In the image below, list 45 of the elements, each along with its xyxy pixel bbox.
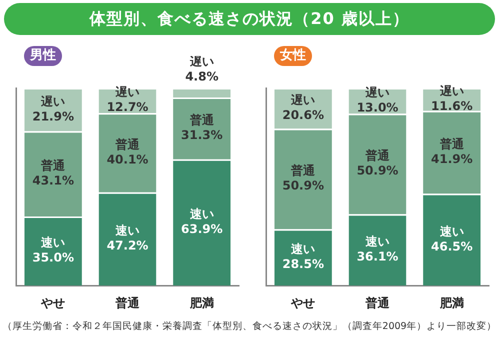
text: （厚生労働省：令和２年国民健康・栄養調査「体型別、食べる速さの状況」（調査年2009年）より一部改変）	[1, 320, 498, 333]
data-label: 31.3%	[181, 128, 223, 142]
data-label: 35.0%	[32, 250, 74, 265]
data-label: 20.6%	[282, 108, 324, 122]
data-label: 47.2%	[106, 238, 148, 253]
data-label: 63.9%	[181, 222, 223, 236]
x-tick-label: 普通	[114, 296, 140, 310]
data-label: 28.5%	[282, 257, 324, 272]
chart-subtitle: 男性	[24, 46, 62, 66]
x-tick-label: 肥満	[438, 296, 464, 310]
x-tick-label: やせ	[40, 296, 66, 310]
text: 普通	[291, 164, 316, 178]
data-label: 40.1%	[106, 152, 148, 166]
data-label: 36.1%	[356, 250, 398, 264]
chart-subtitle: 女性	[274, 46, 312, 66]
text: 速い	[190, 207, 214, 222]
series-label: 普通	[364, 148, 390, 163]
text: 遅い	[366, 85, 390, 100]
data-label: 50.9%	[282, 178, 324, 193]
data-label: 4.8%	[185, 70, 218, 84]
text: 遅い	[41, 94, 66, 108]
data-label: 43.1%	[32, 173, 74, 188]
data-label: 11.6%	[431, 99, 473, 114]
data-label: 13.0%	[356, 100, 398, 114]
chart-title: 体型別、食べる速さの状況（20 歳以上）	[4, 3, 495, 35]
text: 遅い	[190, 54, 214, 69]
x-tick-label: やせ	[290, 296, 316, 310]
x-tick-label: 普通	[364, 296, 390, 310]
data-label: 21.9%	[32, 109, 74, 124]
text: 速い	[440, 224, 464, 238]
data-label: 46.5%	[431, 239, 473, 254]
text: 普通	[41, 158, 66, 172]
text: 普通	[116, 137, 140, 152]
series-label: 遅い	[114, 85, 140, 100]
data-label: 41.9%	[431, 152, 473, 166]
data-label: 12.7%	[106, 100, 148, 114]
text: 普通	[440, 136, 464, 151]
text: 速い	[366, 234, 390, 249]
series-label: 速い	[114, 224, 140, 238]
x-tick-label: 肥満	[188, 296, 214, 310]
series-label: 普通	[188, 113, 215, 128]
text: 遅い	[291, 92, 316, 107]
text: 速い	[41, 236, 66, 250]
series-label: 速い	[290, 242, 316, 256]
data-label: 50.9%	[356, 164, 398, 178]
